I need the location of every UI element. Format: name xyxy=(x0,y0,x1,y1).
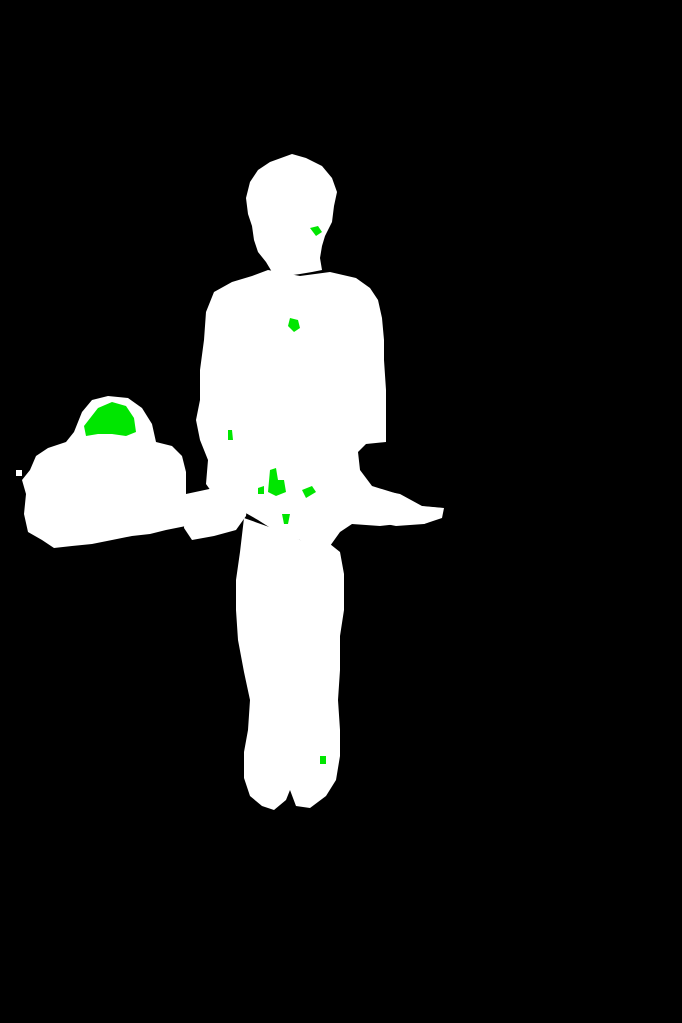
bag-body xyxy=(22,396,190,548)
bench-left xyxy=(184,488,248,540)
highlight-chest xyxy=(288,318,300,332)
bench-right xyxy=(366,490,444,526)
highlight-lap-b xyxy=(258,486,264,494)
person-head xyxy=(246,154,337,276)
highlight-regions xyxy=(84,226,326,764)
person-legs xyxy=(236,518,344,810)
highlight-shin xyxy=(320,756,326,764)
highlight-knee xyxy=(282,514,290,524)
person-silhouette xyxy=(196,154,444,810)
person-torso xyxy=(196,270,442,548)
mask-speck xyxy=(16,470,22,476)
highlight-lap-a xyxy=(268,468,286,496)
highlight-left-hip xyxy=(228,430,233,440)
highlight-bag-top xyxy=(84,402,136,436)
highlight-face xyxy=(310,226,322,236)
highlight-lap-c xyxy=(302,486,316,498)
bag-silhouette xyxy=(16,396,248,548)
